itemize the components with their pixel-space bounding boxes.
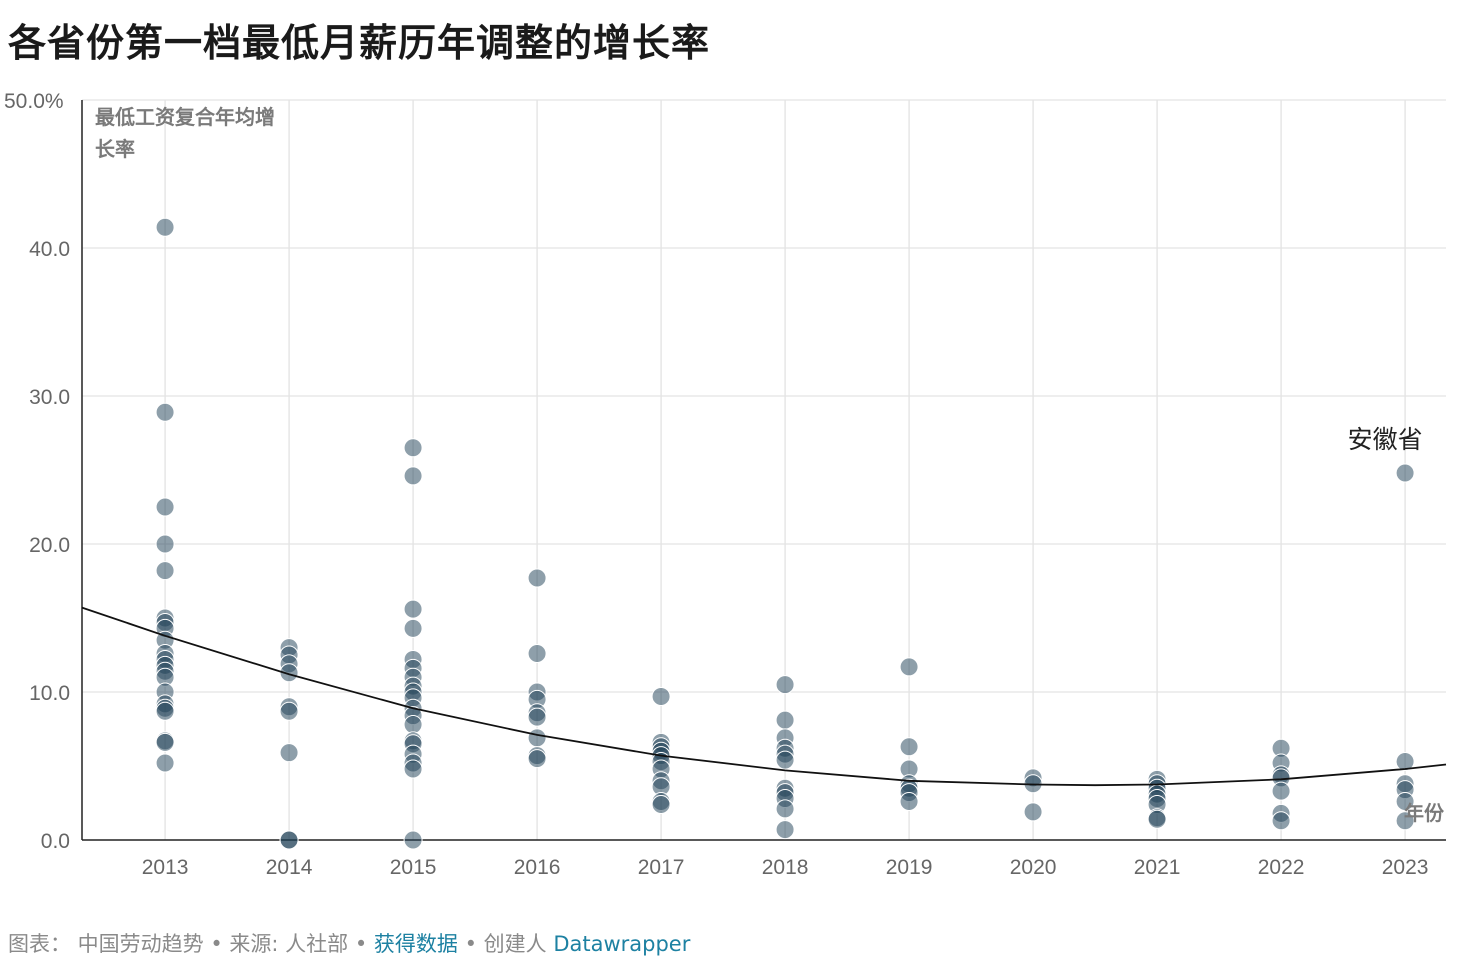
data-point — [279, 830, 299, 850]
data-point — [1395, 792, 1415, 812]
y-tick-label: 0.0 — [41, 830, 70, 853]
data-point — [651, 794, 671, 814]
data-point — [403, 466, 423, 486]
x-tick-label: 2013 — [142, 856, 189, 879]
footer-middle: • 创建人 — [457, 932, 554, 956]
data-point — [403, 438, 423, 458]
data-point — [403, 759, 423, 779]
data-point — [899, 792, 919, 812]
y-tick-label: 30.0 — [29, 386, 70, 409]
chart-title: 各省份第一档最低月薪历年调整的增长率 — [8, 21, 711, 65]
data-point — [1023, 802, 1043, 822]
x-tick-label: 2016 — [514, 856, 561, 879]
x-tick-label: 2018 — [762, 856, 809, 879]
data-point — [155, 753, 175, 773]
data-point — [775, 820, 795, 840]
data-point — [899, 657, 919, 677]
data-point — [527, 728, 547, 748]
data-point — [527, 749, 547, 769]
data-point — [155, 402, 175, 422]
data-point — [155, 534, 175, 554]
data-point — [651, 686, 671, 706]
data-point — [527, 707, 547, 727]
data-point — [1395, 811, 1415, 831]
data-point — [1271, 781, 1291, 801]
data-point — [1395, 463, 1415, 483]
data-point — [155, 497, 175, 517]
data-point — [1147, 809, 1167, 829]
y-axis-title: 长率 — [95, 137, 135, 161]
data-point — [1271, 811, 1291, 831]
x-tick-label: 2014 — [266, 856, 313, 879]
data-point — [775, 799, 795, 819]
y-tick-label: 40.0 — [29, 238, 70, 261]
x-tick-label: 2017 — [638, 856, 685, 879]
data-point — [155, 732, 175, 752]
data-point — [775, 750, 795, 770]
data-point — [775, 675, 795, 695]
footer-prefix: 图表： 中国劳动趋势 • 来源: 人社部 • — [8, 932, 374, 956]
data-point — [155, 701, 175, 721]
annotation-label: 安徽省 — [1348, 425, 1423, 454]
data-point — [775, 710, 795, 730]
data-point — [527, 644, 547, 664]
y-axis-title: 最低工资复合年均增 — [95, 105, 275, 129]
trend-line — [81, 606, 1447, 787]
data-point — [279, 663, 299, 683]
x-tick-label: 2019 — [886, 856, 933, 879]
data-point — [403, 618, 423, 638]
data-point — [279, 701, 299, 721]
y-tick-label: 50.0% — [4, 90, 64, 113]
x-tick-label: 2023 — [1382, 856, 1429, 879]
get-data-link[interactable]: 获得数据 — [373, 932, 458, 956]
data-point — [155, 561, 175, 581]
data-point — [403, 715, 423, 735]
y-tick-label: 10.0 — [29, 682, 70, 705]
data-point — [1395, 752, 1415, 772]
data-point — [403, 830, 423, 850]
data-point — [155, 217, 175, 237]
datawrapper-link[interactable]: Datawrapper — [553, 932, 691, 956]
footer: 图表： 中国劳动趋势 • 来源: 人社部 • 获得数据 • 创建人 Datawr… — [8, 928, 690, 958]
x-tick-label: 2022 — [1258, 856, 1305, 879]
x-axis-title: 年份 — [1404, 801, 1445, 825]
y-tick-label: 20.0 — [29, 534, 70, 557]
data-point — [527, 568, 547, 588]
x-tick-label: 2020 — [1010, 856, 1057, 879]
data-point — [899, 737, 919, 757]
data-point — [403, 599, 423, 619]
data-point — [279, 743, 299, 763]
x-tick-label: 2015 — [390, 856, 437, 879]
x-tick-label: 2021 — [1134, 856, 1181, 879]
